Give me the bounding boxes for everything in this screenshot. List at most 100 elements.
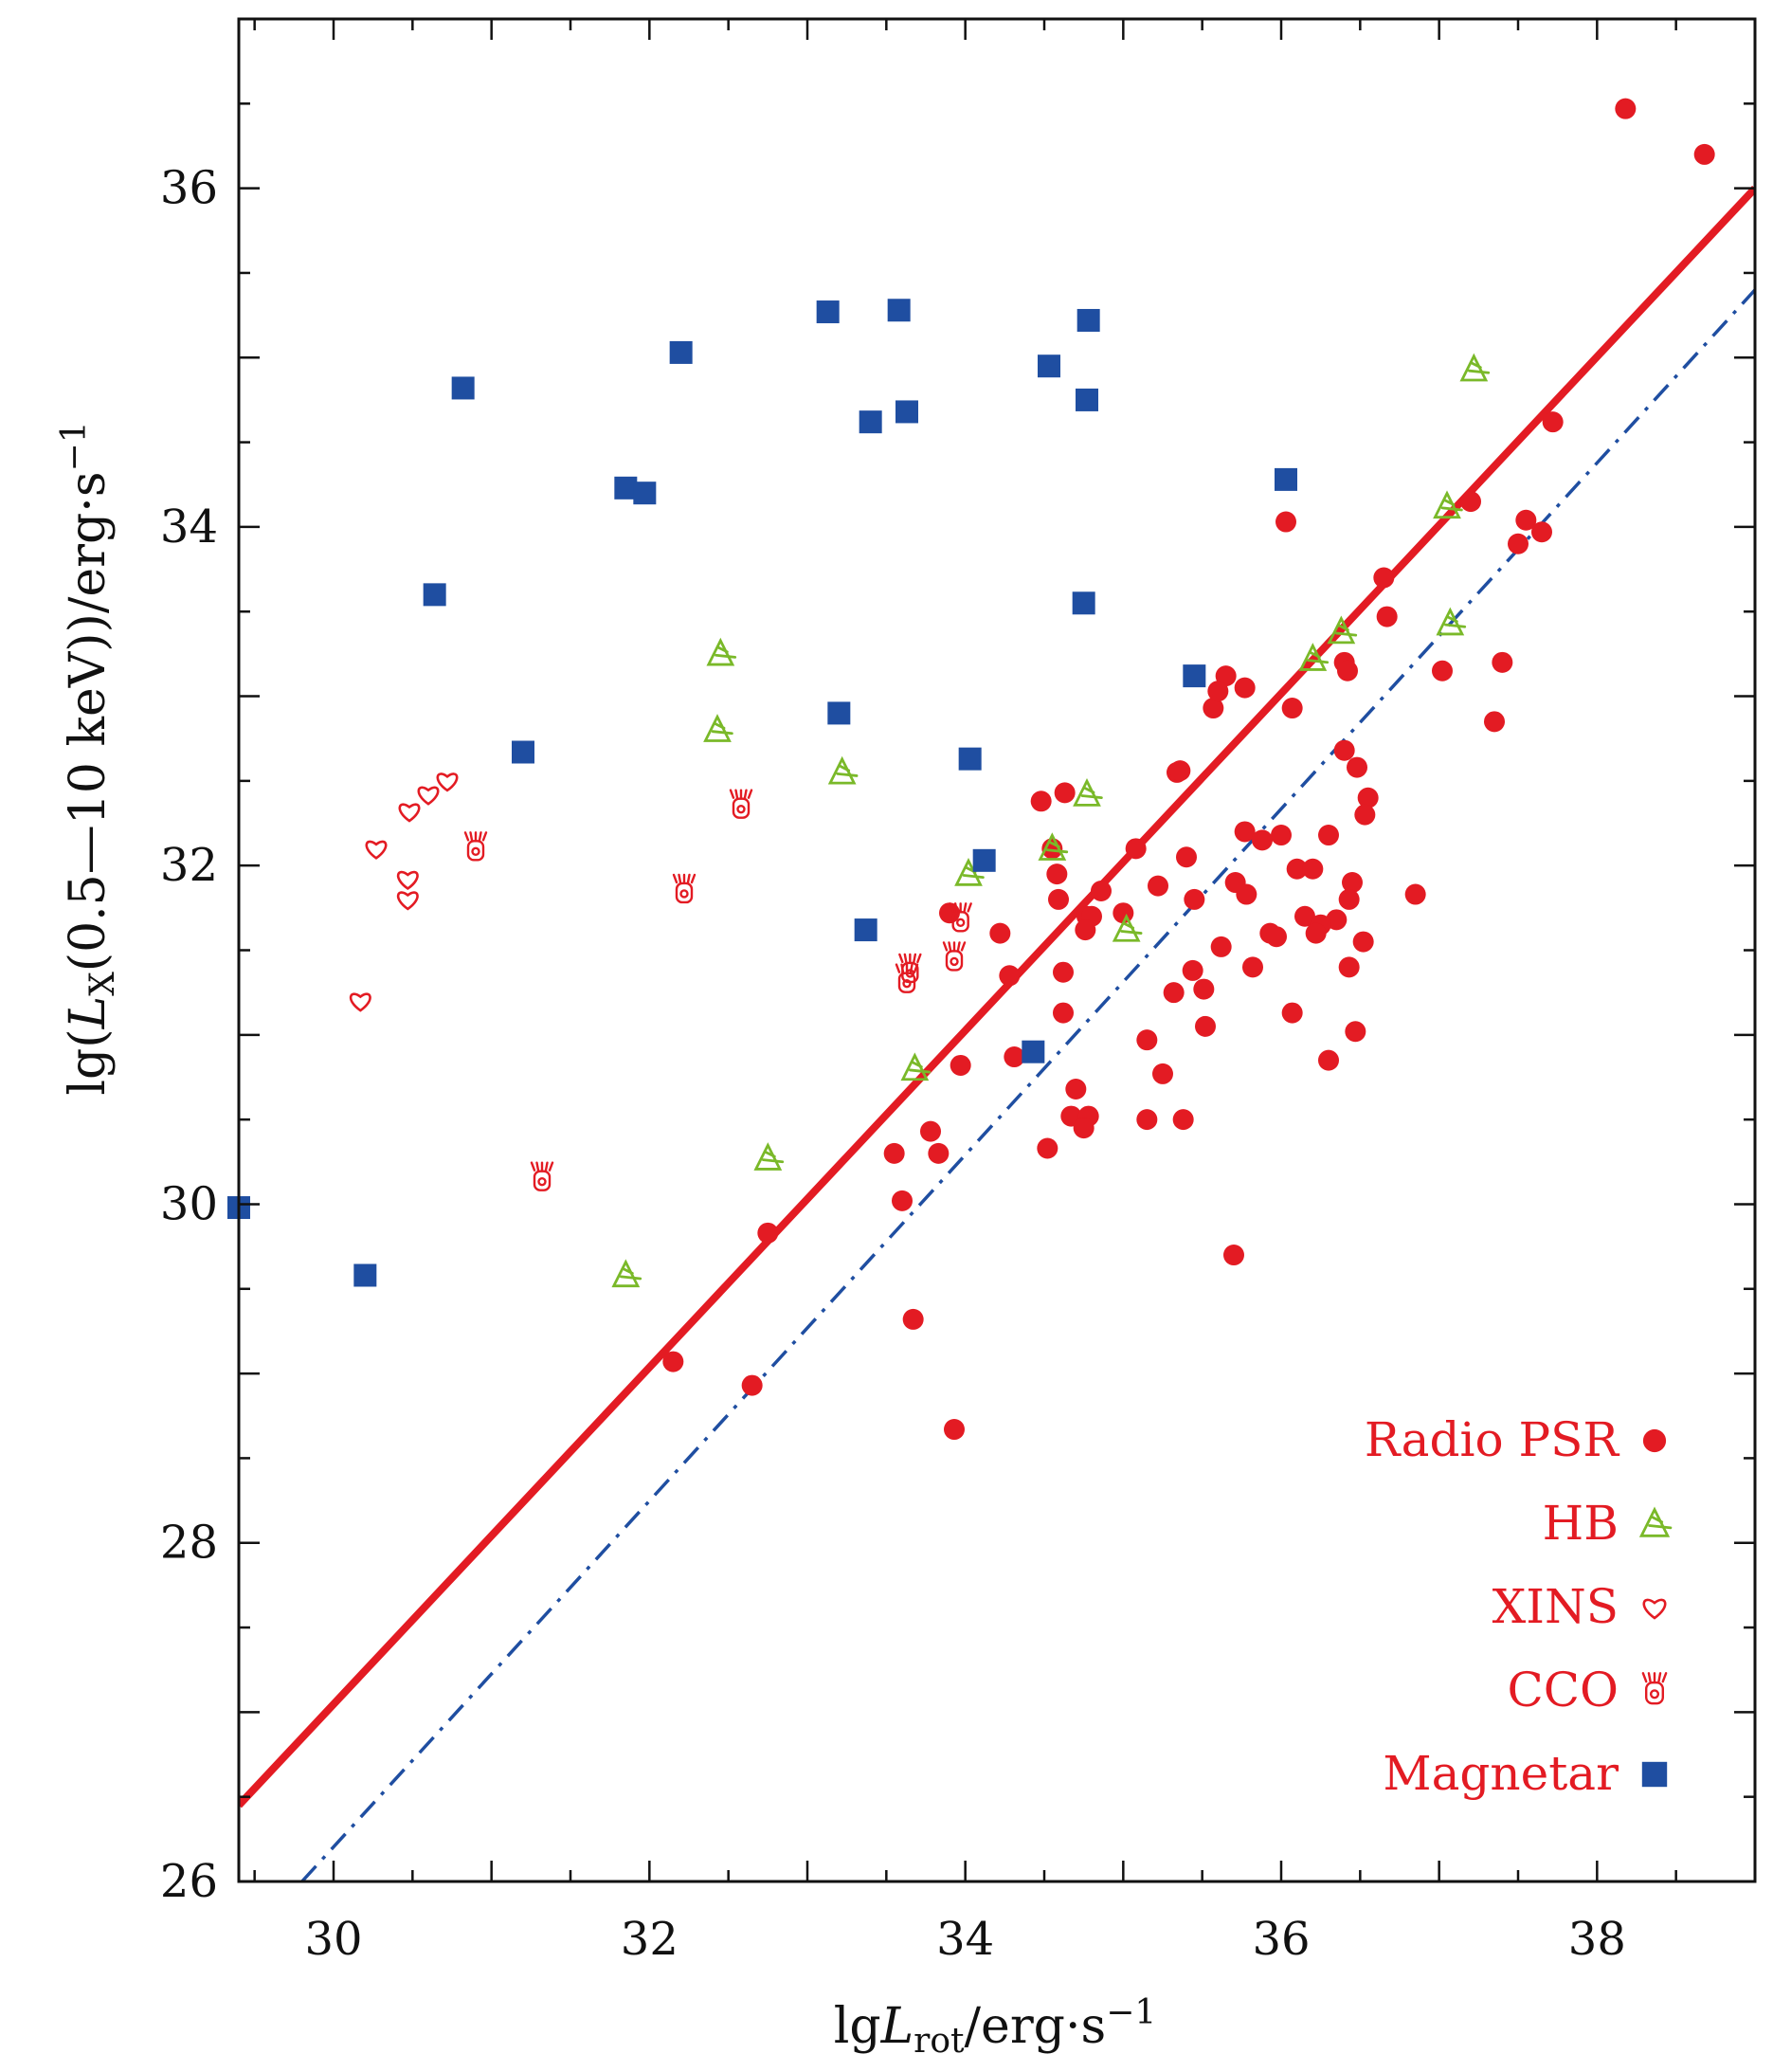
point-hb	[753, 1142, 785, 1171]
point-heart	[398, 803, 421, 823]
point-circle	[1302, 858, 1324, 880]
legend-item-xins: XINS	[1492, 1579, 1667, 1634]
point-circle	[1337, 660, 1358, 682]
point-circle	[1266, 926, 1287, 948]
point-square	[887, 299, 911, 322]
point-hb	[706, 637, 737, 666]
x-label-lg: lg	[834, 1998, 881, 2055]
series-hb	[611, 353, 1491, 1288]
x-tick-label: 32	[621, 1913, 678, 1966]
point-circle	[1531, 521, 1552, 543]
point-circle	[741, 1374, 763, 1396]
legend-marker-square	[1641, 1761, 1668, 1788]
x-label-sup: −1	[1106, 1993, 1156, 2032]
point-square	[1072, 591, 1095, 615]
point-hb	[611, 1259, 642, 1288]
point-circle	[939, 902, 960, 924]
point-circle	[1252, 829, 1273, 851]
point-circle	[1053, 1002, 1074, 1024]
x-tick-label: 34	[936, 1913, 994, 1966]
point-circle	[1207, 681, 1229, 702]
point-circle	[1037, 1137, 1058, 1159]
point-circle	[1136, 1109, 1158, 1131]
point-heart	[396, 870, 419, 891]
point-circle	[1223, 1245, 1244, 1266]
point-circle	[1169, 760, 1191, 782]
y-tick-label: 30	[160, 1177, 218, 1230]
point-circle	[1234, 821, 1256, 843]
point-circle	[1342, 872, 1363, 894]
point-hb	[703, 714, 733, 742]
point-circle	[1286, 858, 1308, 880]
x-tick-label: 36	[1252, 1913, 1310, 1966]
point-circle	[1338, 888, 1360, 910]
point-hb	[1073, 778, 1103, 807]
point-circle	[1148, 875, 1168, 897]
point-circle	[1203, 698, 1224, 719]
point-cco	[949, 902, 972, 933]
series-magnetar	[227, 299, 1297, 1287]
point-circle	[883, 1142, 905, 1164]
point-square	[854, 918, 877, 942]
point-circle	[1065, 1078, 1087, 1100]
point-cco	[672, 873, 696, 904]
point-circle	[944, 1419, 965, 1441]
legend-label: CCO	[1507, 1663, 1619, 1718]
point-square	[1183, 664, 1206, 688]
point-circle	[1404, 883, 1426, 905]
point-circle	[1542, 411, 1564, 433]
y-tick-label: 28	[160, 1517, 218, 1570]
point-cco	[942, 941, 967, 972]
point-circle	[999, 965, 1021, 987]
point-square	[633, 482, 657, 505]
point-circle	[1048, 888, 1069, 910]
y-tick-label: 34	[160, 500, 218, 554]
x-label-sub: rot	[914, 2022, 965, 2061]
point-circle	[1357, 787, 1379, 809]
point-circle	[1030, 791, 1052, 812]
legend-label: XINS	[1492, 1579, 1619, 1634]
point-square	[1038, 354, 1060, 378]
legend-marker-cco	[1641, 1672, 1668, 1705]
point-square	[1275, 467, 1297, 491]
point-circle	[1210, 936, 1232, 957]
point-hb	[1298, 643, 1330, 671]
x-axis-label: lgLrot/erg·s−1	[834, 1993, 1157, 2061]
legend-label: HB	[1543, 1496, 1619, 1551]
point-hb	[1433, 490, 1463, 519]
legend-marker-circle	[1642, 1428, 1667, 1453]
series-radio-psr	[662, 98, 1715, 1441]
point-circle	[1125, 838, 1147, 860]
x-label-L: L	[880, 1998, 914, 2055]
legend-marker-heart	[1642, 1598, 1667, 1620]
point-circle	[1053, 961, 1074, 983]
point-circle	[1234, 677, 1256, 699]
point-circle	[1352, 931, 1374, 953]
point-circle	[1172, 1109, 1194, 1131]
point-hb	[900, 1052, 932, 1081]
point-circle	[1184, 888, 1205, 910]
point-circle	[1004, 1046, 1025, 1068]
point-cco	[463, 831, 488, 862]
point-square	[423, 583, 446, 607]
legend-item-magnetar: Magnetar	[1383, 1746, 1668, 1801]
point-circle	[902, 1308, 924, 1330]
point-hb	[1436, 607, 1467, 636]
point-circle	[757, 1222, 779, 1244]
point-circle	[662, 1351, 684, 1372]
point-hb	[1327, 615, 1358, 645]
point-circle	[1271, 825, 1292, 846]
point-heart	[349, 992, 371, 1012]
point-circle	[1347, 756, 1367, 778]
point-circle	[1275, 511, 1296, 533]
point-circle	[1318, 1049, 1339, 1071]
trend-lines	[239, 185, 1755, 1881]
point-circle	[1492, 651, 1513, 673]
point-circle	[1091, 880, 1112, 901]
point-circle	[1484, 711, 1505, 733]
data-points	[227, 98, 1715, 1441]
axis-ticks: 30 32 34 36 38 26 28 30 32 34 36	[160, 17, 1757, 1966]
point-square	[1022, 1040, 1045, 1063]
point-square	[972, 848, 996, 872]
